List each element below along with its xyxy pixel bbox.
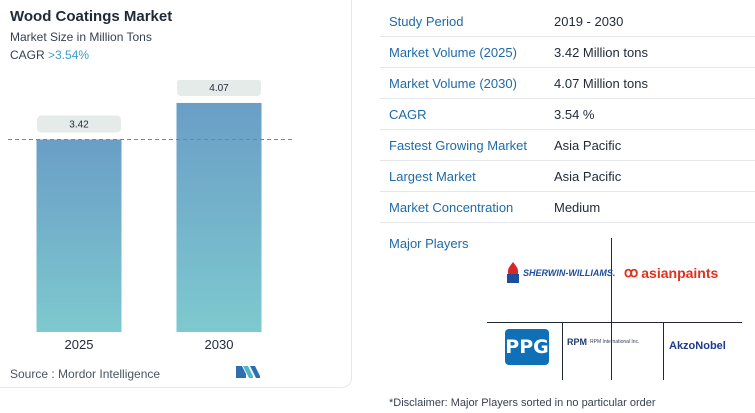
cagr-value: >3.54%	[48, 48, 90, 62]
rpm-subtext: RPM International Inc.	[590, 339, 640, 345]
cagr-label: CAGR	[10, 48, 45, 62]
ppg-text: PPG	[505, 329, 549, 365]
chart-subtitle: Market Size in Million Tons	[10, 30, 152, 44]
market-summary-table: Study Period 2019 - 2030 Market Volume (20…	[380, 6, 755, 223]
source-text: Source : Mordor Intelligence	[10, 367, 161, 381]
x-tick-label: 2030	[205, 337, 234, 352]
row-value: Medium	[554, 199, 601, 215]
row-value: 4.07 Million tons	[554, 75, 648, 91]
table-row: CAGR 3.54 %	[380, 99, 755, 130]
data-label: 4.07	[209, 83, 229, 94]
data-label-box	[177, 80, 261, 96]
data-label-box	[37, 115, 121, 133]
bar-2030	[176, 102, 262, 332]
row-key: Study Period	[389, 13, 464, 29]
table-row: Study Period 2019 - 2030	[380, 6, 755, 37]
asian-paints-icon: ꝏ	[624, 264, 639, 280]
players-divider	[487, 322, 742, 323]
paint-can-icon	[507, 262, 519, 283]
row-value: Asia Pacific	[554, 137, 622, 153]
chart-card: Wood Coatings Market Market Size in Mill…	[0, 0, 352, 388]
ppg-logo: PPG	[505, 329, 549, 365]
cagr-line: CAGR >3.54%	[10, 48, 89, 62]
row-value: 2019 - 2030	[554, 13, 624, 29]
row-key: CAGR	[389, 106, 427, 122]
players-divider	[611, 238, 612, 380]
rpm-logo: RPM RPM International Inc.	[567, 337, 639, 347]
chart-title: Wood Coatings Market	[10, 8, 173, 25]
players-divider	[663, 322, 664, 380]
row-key: Largest Market	[389, 168, 476, 184]
row-value: 3.42 Million tons	[554, 44, 648, 60]
row-value: Asia Pacific	[554, 168, 622, 184]
major-players-label: Major Players	[389, 236, 469, 251]
row-value: 3.54 %	[554, 106, 595, 122]
x-tick-label: 2025	[65, 337, 94, 352]
row-key: Fastest Growing Market	[389, 137, 527, 153]
players-divider	[562, 322, 563, 380]
table-row: Market Concentration Medium	[380, 192, 755, 223]
table-row: Fastest Growing Market Asia Pacific	[380, 130, 755, 161]
data-label: 3.42	[69, 120, 89, 131]
row-key: Market Concentration	[389, 199, 514, 215]
rpm-text: RPM	[567, 337, 587, 347]
asian-paints-logo: ꝏ asianpaints	[624, 264, 718, 281]
row-key: Market Volume (2030)	[389, 75, 517, 91]
row-key: Market Volume (2025)	[389, 44, 517, 60]
sherwin-williams-text: SHERWIN-WILLIAMS.	[523, 268, 616, 278]
akzonobel-text: AkzoNobel	[669, 340, 726, 352]
mordor-intelligence-logo-icon	[236, 366, 260, 378]
akzonobel-logo: AkzoNobel	[669, 340, 726, 352]
bar-2025	[36, 139, 122, 332]
table-row: Market Volume (2030) 4.07 Million tons	[380, 68, 755, 99]
table-row: Market Volume (2025) 3.42 Million tons	[380, 37, 755, 68]
asian-paints-text: asianpaints	[641, 264, 719, 281]
sherwin-williams-logo: SHERWIN-WILLIAMS.	[506, 262, 615, 284]
disclaimer-text: *Disclaimer: Major Players sorted in no …	[389, 397, 656, 409]
bar-chart: 3.42 2025 4.07 2030	[8, 80, 292, 352]
table-row: Largest Market Asia Pacific	[380, 161, 755, 192]
